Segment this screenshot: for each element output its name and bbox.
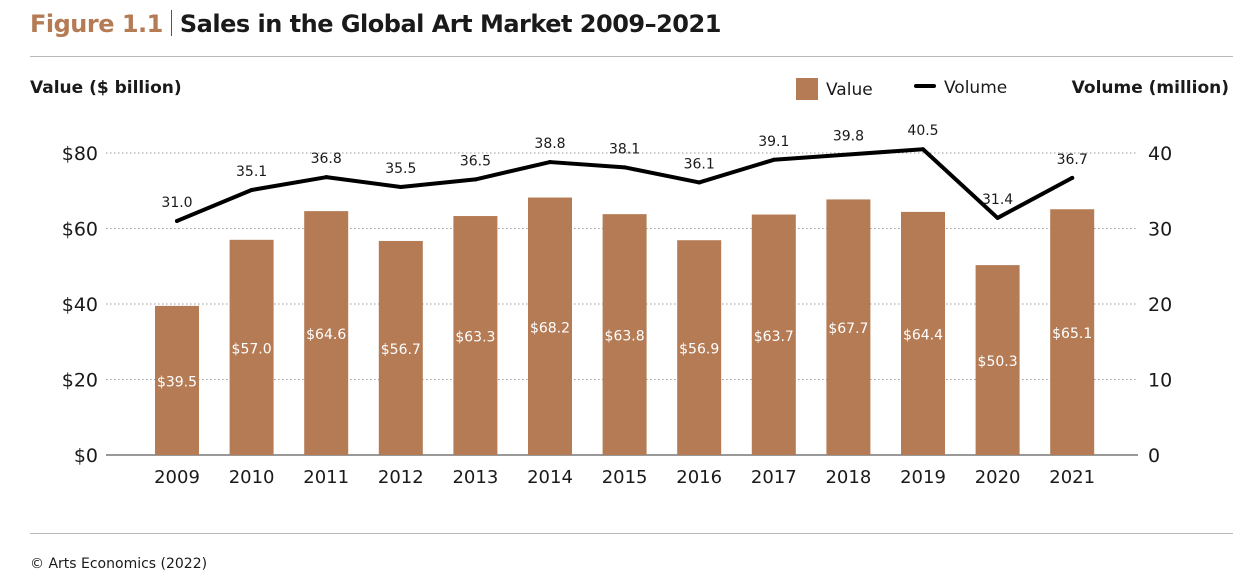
left-tick-label: $20	[62, 370, 98, 392]
value-bar	[677, 240, 722, 455]
value-bar	[155, 305, 199, 455]
value-bar	[602, 214, 647, 455]
volume-data-label: 35.1	[236, 164, 267, 180]
volume-data-label: 39.1	[758, 134, 789, 150]
legend-volume-label: Volume	[944, 78, 1008, 98]
value-data-label: $65.1	[1052, 326, 1092, 342]
legend-volume-swatch	[914, 84, 936, 88]
volume-point	[473, 177, 478, 182]
left-tick-label: $60	[62, 219, 98, 241]
value-data-label: $67.7	[828, 321, 868, 337]
left-axis-title: Value ($ billion)	[30, 78, 182, 98]
x-tick-label: 2015	[602, 467, 648, 488]
legend-volume: Volume	[914, 78, 1007, 98]
volume-point	[548, 160, 552, 165]
top-rule	[30, 56, 1233, 57]
value-bar	[229, 239, 274, 455]
volume-data-label: 36.8	[311, 151, 342, 167]
right-tick-label: 10	[1148, 370, 1172, 392]
value-bar	[453, 216, 498, 455]
value-bar	[528, 197, 572, 456]
volume-point	[697, 180, 702, 185]
legend-value-swatch	[796, 78, 818, 100]
value-bar	[751, 214, 796, 455]
volume-data-label: 39.8	[833, 129, 864, 145]
value-data-label: $56.7	[381, 342, 421, 358]
figure-title: Figure 1.1 Sales in the Global Art Market…	[30, 10, 721, 38]
x-tick-label: 2010	[229, 467, 275, 488]
legend-value: Value	[796, 78, 873, 100]
volume-point	[995, 215, 1000, 220]
volume-data-label: 38.8	[534, 136, 565, 152]
value-data-label: $56.9	[679, 342, 719, 358]
x-tick-label: 2016	[676, 467, 722, 488]
right-tick-label: 40	[1148, 143, 1172, 165]
value-data-label: $68.2	[530, 320, 570, 336]
volume-point	[398, 184, 403, 189]
value-bar	[901, 211, 945, 455]
left-tick-label: $0	[74, 445, 98, 467]
x-tick-label: 2021	[1049, 467, 1095, 488]
volume-point	[921, 147, 925, 152]
right-tick-label: 0	[1148, 445, 1160, 467]
volume-data-label: 31.4	[982, 192, 1013, 208]
volume-data-label: 36.1	[684, 156, 715, 172]
value-data-label: $50.3	[978, 354, 1018, 370]
value-data-label: $39.5	[157, 374, 197, 390]
volume-data-label: 36.5	[460, 153, 491, 169]
volume-data-label: 36.7	[1057, 152, 1088, 168]
volume-data-label: 40.5	[907, 123, 938, 139]
x-tick-label: 2009	[154, 467, 200, 488]
volume-point	[1070, 175, 1075, 180]
right-tick-label: 30	[1148, 219, 1172, 241]
value-data-label: $64.6	[306, 327, 346, 343]
value-data-label: $63.7	[754, 329, 794, 345]
volume-data-label: 38.1	[609, 141, 640, 157]
volume-point	[771, 157, 776, 162]
volume-point	[175, 218, 179, 223]
x-tick-label: 2012	[378, 467, 424, 488]
value-bar	[304, 211, 349, 455]
value-data-label: $63.8	[605, 329, 645, 345]
value-bar	[378, 240, 423, 455]
value-data-label: $64.4	[903, 327, 943, 343]
volume-point	[622, 165, 627, 170]
volume-point	[324, 175, 329, 180]
x-tick-label: 2019	[900, 467, 946, 488]
x-tick-label: 2013	[452, 467, 498, 488]
title-divider	[170, 10, 172, 36]
left-tick-label: $80	[62, 143, 98, 165]
source-credit: © Arts Economics (2022)	[30, 556, 208, 572]
right-axis-title: Volume (million)	[1071, 78, 1229, 98]
figure-title-text: Sales in the Global Art Market 2009–2021	[179, 10, 722, 38]
x-tick-label: 2017	[751, 467, 797, 488]
x-tick-label: 2014	[527, 467, 573, 488]
x-tick-label: 2018	[825, 467, 871, 488]
value-bar	[975, 265, 1020, 455]
bottom-rule	[30, 533, 1233, 534]
value-data-label: $57.0	[232, 341, 272, 357]
value-data-label: $63.3	[455, 330, 495, 346]
x-tick-label: 2020	[975, 467, 1021, 488]
volume-data-label: 31.0	[161, 195, 192, 211]
volume-data-label: 35.5	[385, 161, 416, 177]
figure-label: Figure 1.1	[30, 10, 163, 38]
x-tick-label: 2011	[303, 467, 349, 488]
value-bar	[826, 199, 871, 455]
volume-point	[249, 187, 254, 192]
left-tick-label: $40	[62, 294, 98, 316]
legend-value-label: Value	[826, 80, 873, 100]
right-tick-label: 20	[1148, 294, 1172, 316]
value-bar	[1050, 209, 1095, 455]
volume-point	[846, 152, 851, 157]
